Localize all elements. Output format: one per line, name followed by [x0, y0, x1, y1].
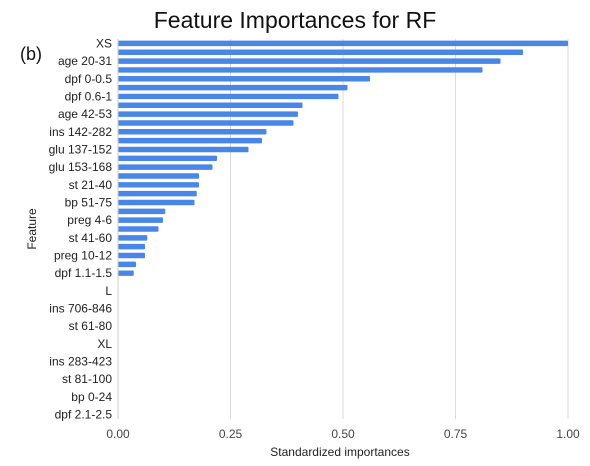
- bar: [118, 137, 262, 144]
- y-tick-label: ins 283-423: [49, 355, 112, 369]
- bar: [118, 76, 370, 82]
- y-axis-title: Feature: [25, 208, 39, 250]
- x-axis-title: Standardized importances: [270, 445, 409, 459]
- bar: [118, 243, 145, 250]
- bar: [118, 146, 249, 153]
- y-tick-label: dpf 0-0.5: [65, 72, 113, 86]
- y-tick-label: ins 706-846: [49, 302, 112, 316]
- y-tick-label: bp 0-24: [71, 390, 112, 404]
- x-tick-label: 0.25: [219, 427, 243, 441]
- y-tick-label: st 61-80: [69, 319, 113, 333]
- bar: [118, 270, 134, 276]
- x-tick-label: 0.00: [106, 427, 130, 441]
- bar: [118, 58, 501, 64]
- x-tick-label: 0.50: [331, 427, 355, 441]
- bar: [118, 217, 163, 223]
- y-tick-label: preg 10-12: [54, 249, 112, 263]
- bar: [118, 155, 217, 162]
- bar: [118, 67, 483, 73]
- bar: [118, 261, 136, 268]
- y-tick-label: st 81-100: [62, 372, 112, 386]
- y-tick-label: age 20-31: [58, 54, 112, 68]
- y-tick-label: st 41-60: [69, 231, 113, 245]
- bar: [118, 40, 568, 47]
- chart-title: Feature Importances for RF: [153, 7, 437, 33]
- bar: [118, 120, 294, 126]
- x-tick-label: 0.75: [444, 427, 468, 441]
- bar: [118, 190, 197, 197]
- y-tick-label: dpf 1.1-1.5: [55, 266, 113, 280]
- y-tick-label: glu 137-152: [49, 142, 113, 156]
- bar: [118, 84, 348, 91]
- y-tick-label: XL: [97, 337, 112, 351]
- y-tick-label: age 42-53: [58, 107, 112, 121]
- y-tick-label: dpf 2.1-2.5: [55, 408, 113, 422]
- bar: [118, 182, 199, 188]
- y-tick-label: st 21-40: [69, 178, 113, 192]
- y-tick-label: L: [105, 284, 112, 298]
- y-tick-label: glu 153-168: [49, 160, 113, 174]
- y-tick-label: ins 142-282: [49, 125, 112, 139]
- y-tick-label: preg 4-6: [67, 213, 112, 227]
- bar: [118, 93, 339, 100]
- x-tick-label: 1.00: [556, 427, 580, 441]
- bar: [118, 164, 213, 170]
- bar: [118, 111, 298, 117]
- bar: [118, 208, 166, 215]
- bar: [118, 129, 267, 135]
- bar: [118, 252, 145, 259]
- bar: [118, 199, 195, 206]
- bar: [118, 102, 303, 109]
- panel-label: (b): [20, 44, 42, 64]
- bar: [118, 235, 148, 241]
- y-tick-label: XS: [96, 36, 112, 50]
- y-tick-label: bp 51-75: [65, 195, 113, 209]
- y-tick-label: dpf 0.6-1: [65, 89, 113, 103]
- bar: [118, 226, 159, 232]
- bar: [118, 173, 199, 179]
- bar: [118, 49, 523, 55]
